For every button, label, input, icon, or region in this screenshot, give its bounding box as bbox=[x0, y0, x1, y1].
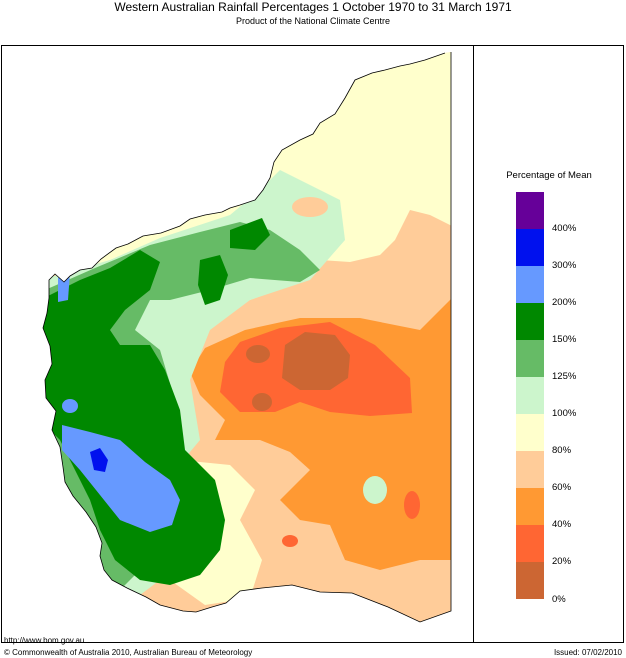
map-frame bbox=[1, 45, 624, 643]
legend-label: 150% bbox=[552, 334, 577, 345]
copyright-notice: © Commonwealth of Australia 2010, Austra… bbox=[4, 648, 253, 657]
legend-swatch bbox=[516, 303, 544, 340]
region-20-40-south bbox=[404, 491, 420, 519]
region-200-300-small-2 bbox=[62, 399, 78, 413]
region-20-40-esperance bbox=[282, 535, 298, 547]
legend-swatch bbox=[516, 562, 544, 599]
region-0-20 bbox=[282, 332, 350, 390]
region-300-400 bbox=[90, 448, 108, 472]
legend-title: Percentage of Mean bbox=[506, 170, 592, 181]
region-0-20-small-2 bbox=[252, 393, 272, 411]
legend-color-bar bbox=[516, 192, 544, 599]
legend-swatch bbox=[516, 488, 544, 525]
legend-label: 60% bbox=[552, 482, 572, 493]
legend-swatch bbox=[516, 525, 544, 562]
legend-swatch bbox=[516, 229, 544, 266]
legend-label: 80% bbox=[552, 445, 572, 456]
wa-coastline bbox=[42, 52, 452, 623]
map-title: Western Australian Rainfall Percentages … bbox=[114, 0, 512, 14]
legend-label: 20% bbox=[552, 556, 572, 567]
legend-label: 125% bbox=[552, 371, 577, 382]
region-100-125-north-patch bbox=[363, 476, 387, 504]
legend-swatch bbox=[516, 266, 544, 303]
legend-label: 300% bbox=[552, 260, 577, 271]
legend-label: 0% bbox=[552, 594, 566, 605]
legend-swatch bbox=[516, 340, 544, 377]
region-60-80-pilbara bbox=[292, 197, 328, 217]
panel-divider bbox=[473, 45, 474, 643]
legend-label: 100% bbox=[552, 408, 577, 419]
region-0-20-small bbox=[246, 345, 270, 363]
legend-label: 400% bbox=[552, 223, 577, 234]
legend-swatch bbox=[516, 451, 544, 488]
legend-label: 40% bbox=[552, 519, 572, 530]
legend-label: 200% bbox=[552, 297, 577, 308]
rainfall-map bbox=[42, 52, 452, 623]
map-subtitle: Product of the National Climate Centre bbox=[235, 16, 391, 26]
region-150-200-north bbox=[230, 218, 270, 250]
legend-swatch bbox=[516, 414, 544, 451]
legend-swatch bbox=[516, 192, 544, 229]
legend-swatch bbox=[516, 377, 544, 414]
source-url: http://www.bom.gov.au bbox=[4, 636, 85, 645]
region-150-200-north-2 bbox=[198, 255, 228, 305]
issued-date: Issued: 07/02/2010 bbox=[553, 648, 622, 657]
map-panel bbox=[2, 46, 473, 642]
